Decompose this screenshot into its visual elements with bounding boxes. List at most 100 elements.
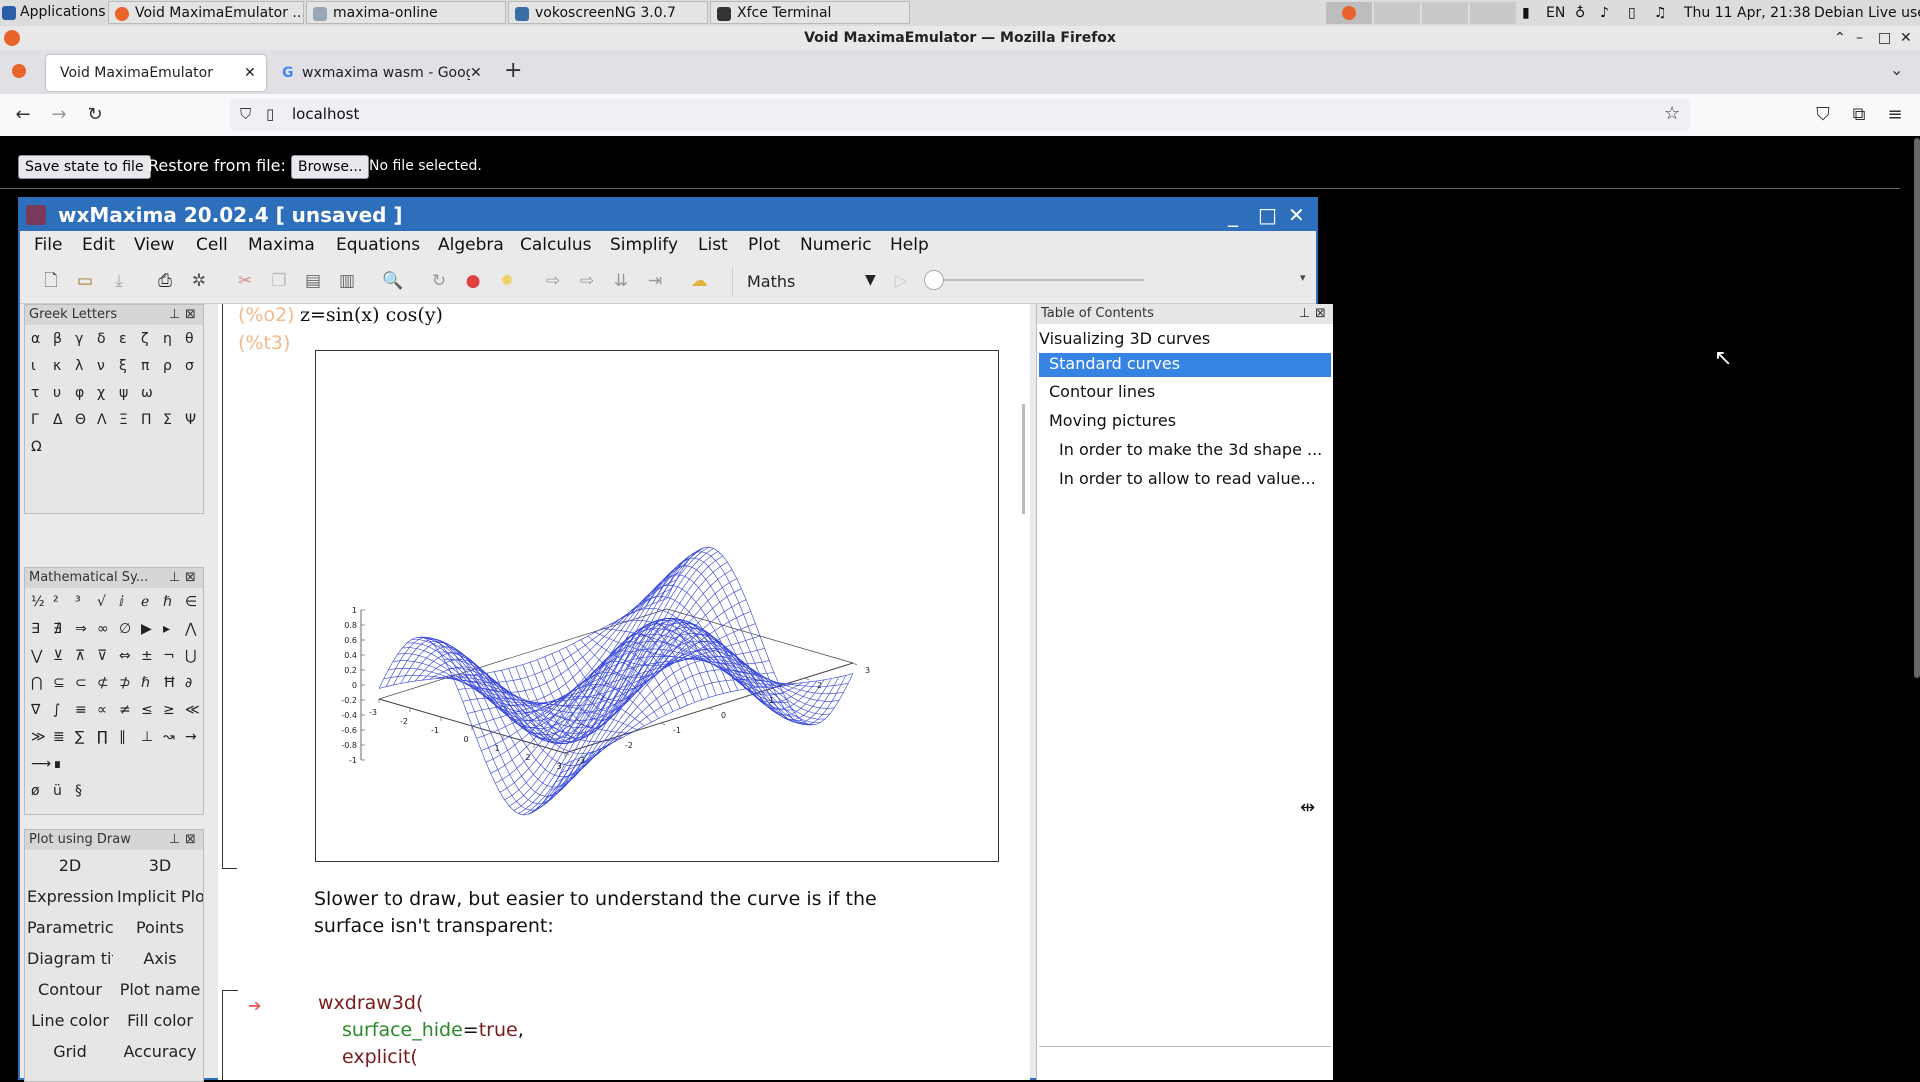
cut-icon[interactable]: ✂ — [237, 271, 253, 291]
page-icon[interactable]: ▯ — [266, 105, 275, 123]
notification-bell-icon[interactable]: ♫ — [1654, 5, 1667, 21]
symbol-button[interactable]: Ħ — [163, 675, 176, 691]
symbol-button[interactable]: ↝ — [163, 729, 175, 745]
symbol-button[interactable]: ≡ — [75, 702, 87, 718]
symbol-button[interactable]: ø — [31, 783, 40, 799]
symbol-button[interactable]: ξ — [119, 358, 127, 374]
symbol-button[interactable]: ⇒ — [75, 621, 87, 637]
symbol-button[interactable]: δ — [97, 331, 106, 347]
close-tab-icon[interactable]: ✕ — [470, 55, 482, 91]
toc-item-contour-lines[interactable]: Contour lines — [1049, 382, 1156, 401]
tab-wxmaxima-wasm[interactable]: G wxmaxima wasm - Goog ✕ — [276, 55, 486, 91]
symbol-button[interactable]: ℏ — [141, 675, 150, 691]
toolbar-overflow-icon[interactable]: ▾ — [1300, 271, 1306, 284]
draw-button[interactable]: Grid — [53, 1042, 87, 1061]
symbol-button[interactable]: Λ — [97, 412, 107, 428]
symbol-button[interactable]: ∃ — [31, 621, 40, 637]
close-panel-icon[interactable]: ⊠ — [1315, 306, 1326, 321]
forward-icon[interactable]: → — [51, 104, 67, 125]
symbol-button[interactable]: ² — [53, 594, 59, 610]
menu-icon[interactable]: ≡ — [1887, 104, 1903, 125]
minimize-icon[interactable]: _ — [1228, 203, 1238, 227]
symbol-button[interactable]: ι — [31, 358, 36, 374]
window-up-icon[interactable]: ⌃ — [1834, 30, 1846, 46]
menu-view[interactable]: View — [134, 235, 175, 255]
symbol-button[interactable]: ≤ — [141, 702, 153, 718]
firefox-view-icon[interactable] — [12, 64, 26, 78]
menu-algebra[interactable]: Algebra — [438, 235, 504, 255]
browse-button[interactable]: Browse... — [291, 155, 370, 179]
applications-menu[interactable]: Applications — [0, 1, 106, 24]
draw-button[interactable]: Diagram titl — [27, 949, 113, 968]
menu-plot[interactable]: Plot — [748, 235, 781, 255]
symbol-button[interactable]: σ — [185, 358, 194, 374]
tab-void-maxima[interactable]: Void MaximaEmulator ✕ — [46, 55, 266, 91]
code-line-2[interactable]: surface_hide=true, — [342, 1019, 524, 1041]
symbol-button[interactable]: Ψ — [185, 412, 197, 428]
symbol-button[interactable]: ⊄ — [97, 675, 109, 691]
symbol-button[interactable]: → — [185, 729, 197, 745]
symbol-button[interactable]: ζ — [141, 331, 149, 347]
symbol-button[interactable]: κ — [53, 358, 62, 374]
back-icon[interactable]: ← — [15, 104, 31, 125]
menu-cell[interactable]: Cell — [196, 235, 228, 255]
symbol-button[interactable]: ω — [141, 385, 153, 401]
symbol-button[interactable]: Π — [141, 412, 152, 428]
symbol-button[interactable]: ∅ — [119, 621, 132, 637]
symbol-button[interactable]: ⋃ — [185, 648, 197, 664]
draw-button[interactable]: Fill color — [127, 1011, 193, 1030]
draw-button[interactable]: Expression — [27, 887, 113, 906]
url-text[interactable]: localhost — [292, 105, 360, 123]
symbol-button[interactable]: ≪ — [185, 702, 200, 718]
close-panel-icon[interactable]: ⊠ — [185, 832, 196, 847]
symbol-button[interactable]: ∇ — [31, 702, 41, 718]
restart-maxima-icon[interactable]: ↻ — [431, 271, 447, 291]
interrupt-icon[interactable]: ● — [465, 271, 481, 291]
menu-maxima[interactable]: Maxima — [248, 235, 315, 255]
page-scrollbar[interactable] — [1914, 138, 1920, 678]
cell-type-dropdown[interactable]: Maths ▼ — [732, 267, 885, 297]
network-signal-icon[interactable]: ▮ — [1522, 5, 1530, 21]
symbol-button[interactable]: ∈ — [185, 594, 198, 610]
symbol-button[interactable]: ⟶ — [31, 756, 52, 772]
menu-edit[interactable]: Edit — [82, 235, 115, 255]
evaluate-rest-icon[interactable]: ⇨ — [579, 271, 595, 291]
close-icon[interactable]: ✕ — [1288, 203, 1305, 227]
menu-numeric[interactable]: Numeric — [800, 235, 872, 255]
cell-bracket[interactable] — [222, 304, 223, 869]
list-tabs-icon[interactable]: ⌄ — [1890, 60, 1904, 79]
configure-icon[interactable]: ✲ — [191, 271, 207, 291]
symbol-button[interactable]: ψ — [119, 385, 129, 401]
close-icon[interactable]: ✕ — [1900, 30, 1912, 46]
lightbulb-icon[interactable]: ♁ — [1575, 5, 1586, 21]
paste-icon[interactable]: ▤ — [304, 271, 322, 291]
worksheet[interactable]: (%o2) z=sin(x) cos(y) (%t3) 1 0.8 0.6 0.4 0.… — [218, 304, 1030, 1080]
extensions-icon[interactable]: ⧉ — [1852, 104, 1866, 125]
symbol-button[interactable]: φ — [75, 385, 85, 401]
symbol-button[interactable]: ¬ — [163, 648, 175, 664]
symbol-button[interactable]: ∏ — [97, 729, 108, 745]
symbol-button[interactable]: ▸ — [163, 621, 171, 637]
worksheet-scrollbar[interactable] — [1022, 404, 1025, 514]
symbol-button[interactable]: ρ — [163, 358, 172, 374]
taskbar-item-folder[interactable]: maxima-online — [306, 1, 506, 24]
symbol-button[interactable]: ≫ — [31, 729, 46, 745]
follow-icon[interactable]: ✹ — [499, 271, 515, 291]
symbol-button[interactable]: ℯ — [141, 594, 150, 610]
pin-icon[interactable]: ⊥ — [169, 570, 181, 585]
menu-file[interactable]: File — [34, 235, 63, 255]
draw-button[interactable]: Plot name — [119, 980, 201, 999]
menu-list[interactable]: List — [698, 235, 728, 255]
symbol-button[interactable]: Ξ — [119, 412, 128, 428]
symbol-button[interactable]: η — [163, 331, 172, 347]
maximize-icon[interactable]: □ — [1878, 30, 1892, 46]
code-line-3[interactable]: explicit( — [342, 1046, 418, 1068]
toc-item-read-value[interactable]: In order to allow to read value... — [1059, 469, 1316, 488]
symbol-button[interactable]: ∝ — [97, 702, 108, 718]
pin-icon[interactable]: ⊥ — [169, 832, 181, 847]
symbol-button[interactable]: ⊼ — [75, 648, 86, 664]
draw-button[interactable]: Parametric Pl — [27, 918, 113, 937]
battery-icon[interactable]: ▯ — [1628, 5, 1636, 21]
workspace-4[interactable] — [1470, 2, 1516, 24]
print-icon[interactable]: ⎙ — [158, 271, 172, 291]
